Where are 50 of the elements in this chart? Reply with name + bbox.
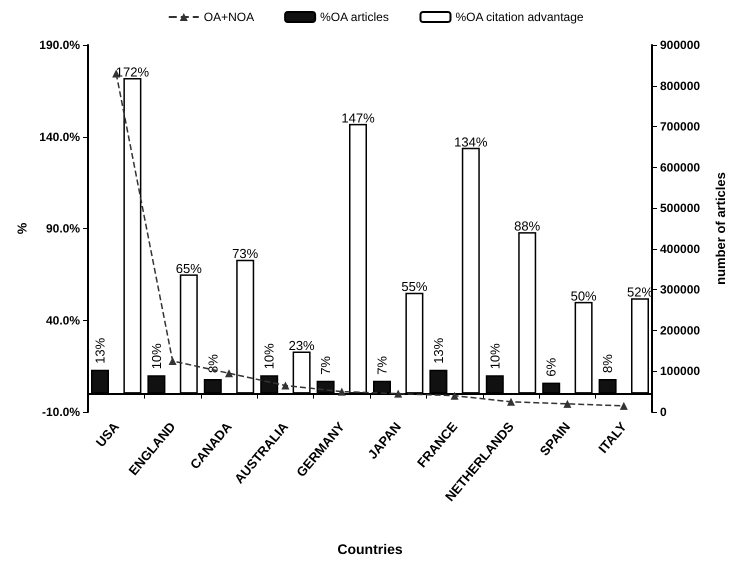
point bbox=[394, 390, 402, 398]
data-label: 10% bbox=[262, 342, 277, 370]
point bbox=[563, 400, 572, 408]
data-label: 7% bbox=[318, 356, 334, 375]
y2-tick-label: 700000 bbox=[660, 120, 700, 134]
y2-tick-label: 500000 bbox=[660, 201, 700, 216]
legend-label: %OA citation advantage bbox=[455, 10, 584, 24]
y-tick-label: 140.0% bbox=[39, 130, 80, 144]
data-label: 88% bbox=[514, 218, 541, 234]
point bbox=[450, 392, 459, 400]
data-label: 73% bbox=[232, 246, 259, 262]
point bbox=[620, 402, 628, 410]
data-label: 10% bbox=[487, 342, 502, 370]
x-tick-label: USA bbox=[92, 418, 122, 450]
y2-tick-label: 800000 bbox=[660, 78, 700, 93]
data-label: 10% bbox=[148, 342, 164, 370]
data-label: 8% bbox=[600, 354, 616, 373]
y2-tick-label: 600000 bbox=[660, 160, 700, 174]
y-tick-label: 90.0% bbox=[46, 222, 80, 236]
y2-tick-label: 100000 bbox=[660, 364, 700, 378]
point bbox=[168, 357, 177, 366]
y-tick-label: -10.0% bbox=[42, 405, 80, 419]
data-label: 23% bbox=[288, 338, 316, 353]
y2-tick-label: 0 bbox=[660, 405, 667, 419]
y2-tick-label: 400000 bbox=[660, 242, 700, 256]
y-tick-label: 40.0% bbox=[46, 313, 80, 328]
legend-label: OA+NOA bbox=[204, 10, 254, 24]
data-label: 13% bbox=[430, 337, 446, 364]
point bbox=[507, 398, 515, 406]
data-label: 13% bbox=[92, 337, 108, 364]
data-label: 55% bbox=[401, 279, 428, 294]
y2-axis-title: number of articles bbox=[713, 172, 728, 285]
y2-tick-label: 200000 bbox=[660, 323, 700, 338]
x-axis-title: Countries bbox=[337, 541, 403, 557]
legend-label: %OA articles bbox=[320, 10, 389, 24]
data-label: 8% bbox=[205, 354, 220, 373]
data-label: 147% bbox=[341, 110, 376, 126]
point bbox=[225, 369, 233, 378]
data-label: 7% bbox=[374, 356, 390, 375]
data-label: 50% bbox=[570, 288, 598, 304]
y2-tick-label: 900000 bbox=[660, 38, 700, 52]
data-label: 6% bbox=[544, 357, 559, 377]
data-label: 65% bbox=[176, 260, 202, 276]
y-axis-title: % bbox=[14, 222, 30, 234]
y2-tick-label: 300000 bbox=[660, 282, 700, 297]
y-tick-label: 190.0% bbox=[39, 38, 80, 52]
point bbox=[281, 381, 290, 390]
data-label: 172% bbox=[116, 64, 150, 80]
point bbox=[338, 388, 346, 396]
data-label: 134% bbox=[454, 134, 488, 150]
